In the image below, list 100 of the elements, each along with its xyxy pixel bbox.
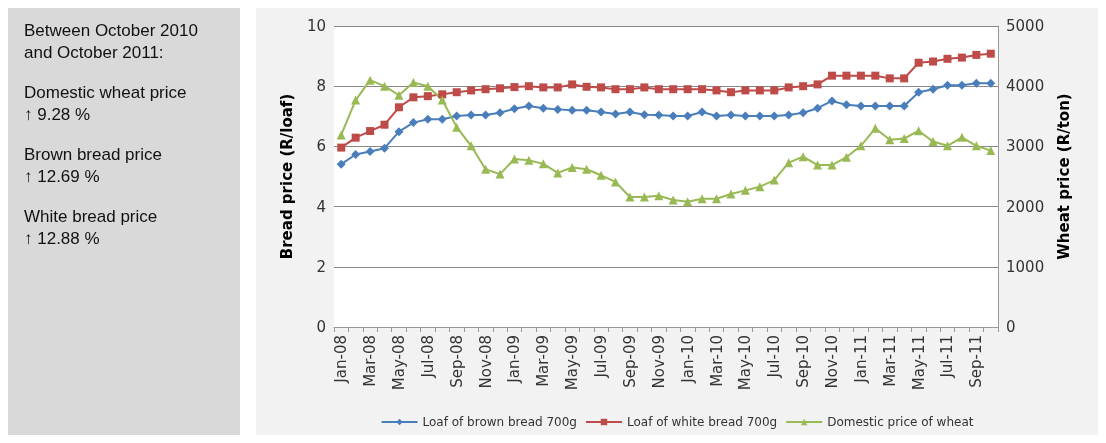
point <box>726 110 736 120</box>
x-tick-label: Jul-11 <box>938 335 957 379</box>
point <box>337 143 346 152</box>
point <box>539 83 548 92</box>
point <box>929 57 938 66</box>
point <box>986 78 996 88</box>
point <box>712 86 721 95</box>
point <box>842 71 851 80</box>
point <box>452 111 462 121</box>
x-tick-label: Mar-10 <box>707 335 726 387</box>
point <box>481 85 490 94</box>
point <box>914 126 924 136</box>
point <box>871 71 880 80</box>
point <box>452 122 462 132</box>
x-tick-label: Jul-09 <box>592 335 611 379</box>
point <box>524 82 533 91</box>
x-tick-label: Mar-08 <box>361 335 380 387</box>
point <box>827 96 837 106</box>
point <box>582 82 591 91</box>
point <box>740 111 750 121</box>
x-tick-label: Mar-11 <box>880 335 899 387</box>
point <box>466 110 476 120</box>
point <box>365 147 375 157</box>
point <box>351 150 361 160</box>
point <box>712 194 722 204</box>
point <box>495 108 505 118</box>
y2-tick-label: 4000 <box>1006 77 1045 96</box>
point <box>408 118 418 128</box>
point <box>928 137 938 147</box>
point <box>380 143 390 153</box>
y-tick-label: 6 <box>316 137 326 156</box>
y-tick-label: 2 <box>316 257 326 276</box>
x-tick-label: Sep-11 <box>967 335 986 388</box>
point <box>900 74 909 83</box>
point <box>524 155 534 165</box>
point <box>841 100 851 110</box>
point <box>625 107 635 117</box>
point <box>799 82 808 91</box>
point <box>942 80 952 90</box>
point <box>510 83 519 92</box>
point <box>972 50 981 59</box>
point <box>755 111 765 121</box>
point <box>481 164 491 174</box>
point <box>596 170 606 180</box>
point <box>394 127 404 137</box>
point <box>597 83 606 92</box>
point <box>798 108 808 118</box>
point <box>610 177 620 187</box>
point <box>610 109 620 119</box>
point <box>409 93 418 102</box>
y2-tick-label: 5000 <box>1006 17 1045 35</box>
point <box>942 141 952 151</box>
legend-label: Domestic price of wheat <box>827 415 974 429</box>
y2-tick-label: 2000 <box>1006 197 1045 216</box>
point <box>380 120 389 129</box>
point <box>423 114 433 124</box>
point <box>568 80 577 89</box>
point <box>798 152 808 162</box>
x-tick-label: Jan-10 <box>678 335 697 384</box>
x-tick-label: Nov-08 <box>476 335 495 389</box>
point <box>668 111 678 121</box>
text: Between October 2010 and October 2011: <box>24 20 199 64</box>
y-tick-label: 8 <box>316 77 326 96</box>
x-tick-label: Jan-11 <box>851 335 870 384</box>
point <box>611 85 620 94</box>
point <box>828 71 836 80</box>
point <box>380 81 390 91</box>
point <box>899 101 909 111</box>
y2-tick-label: 1000 <box>1006 257 1045 276</box>
x-tick-label: May-08 <box>389 335 408 391</box>
point <box>957 132 967 142</box>
point <box>697 194 707 204</box>
x-tick-label: Jul-08 <box>418 335 437 379</box>
point <box>654 85 663 94</box>
point <box>336 159 346 169</box>
point <box>437 95 447 105</box>
y2-tick-label: 3000 <box>1006 137 1045 156</box>
point <box>683 111 693 121</box>
point <box>495 169 505 179</box>
point <box>567 105 577 115</box>
point <box>509 154 519 164</box>
y2-tick-label: 0 <box>1006 318 1016 336</box>
point <box>914 87 924 97</box>
point <box>582 164 592 174</box>
point <box>856 101 866 111</box>
point <box>943 54 952 63</box>
point <box>423 81 433 91</box>
point <box>437 114 447 124</box>
point <box>640 83 649 92</box>
point <box>567 162 577 172</box>
point <box>596 107 606 117</box>
point <box>452 88 461 97</box>
point <box>755 86 764 95</box>
point <box>813 103 823 113</box>
point <box>741 86 750 95</box>
point <box>712 111 722 121</box>
point <box>870 123 880 133</box>
point <box>683 85 692 94</box>
point <box>654 110 664 120</box>
x-tick-label: May-10 <box>736 335 755 391</box>
